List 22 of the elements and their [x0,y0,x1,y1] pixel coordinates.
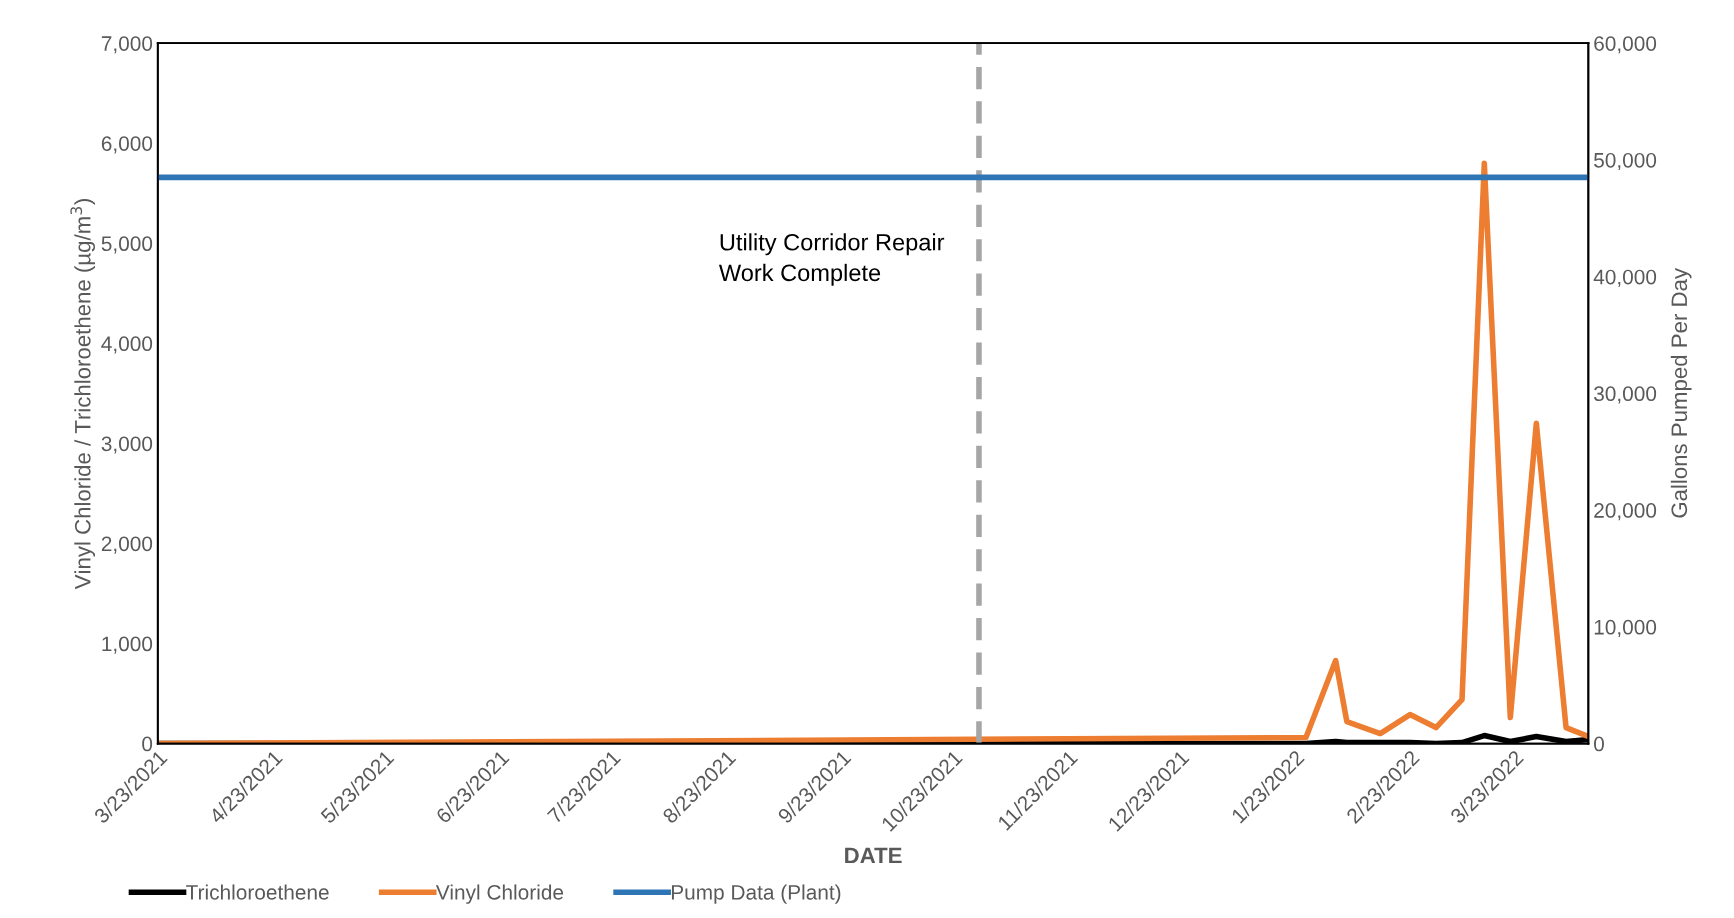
y2-axis-title: Gallons Pumped Per Day [1670,268,1692,518]
y-tick-label: 4,000 [101,336,153,354]
ref-line-label: Utility Corridor Repair Work Complete [718,233,945,286]
y2-tick-label: 20,000 [1594,503,1657,521]
y-axis-title: Vinyl Chloride / Trichloroethene (µg/m$^{3}$) [70,199,96,590]
y-tick-label: 1,000 [102,636,153,654]
y2-tick-label: 40,000 [1593,269,1657,287]
y2-tick-label: 60,000 [1594,36,1657,54]
y-tick-label: 3,000 [101,436,153,454]
y-tick-label: 2,000 [101,536,153,554]
legend-label: Pump Data (Plant) [671,884,841,904]
y2-tick-label: 50,000 [1594,152,1657,171]
legend-label: Trichloroethene [186,884,329,900]
y-tick-label: 0 [142,736,153,752]
y-tick-label: 6,000 [101,136,153,154]
y2-tick-label: 30,000 [1594,386,1657,404]
y2-tick-label: 0 [1594,736,1604,752]
y-tick-label: 7,000 [101,36,153,54]
legend-label: Vinyl Chloride [435,884,564,904]
y-tick-label: 5,000 [101,236,153,254]
y2-tick-label: 10,000 [1594,619,1657,638]
x-axis-title: DATE [845,847,902,864]
